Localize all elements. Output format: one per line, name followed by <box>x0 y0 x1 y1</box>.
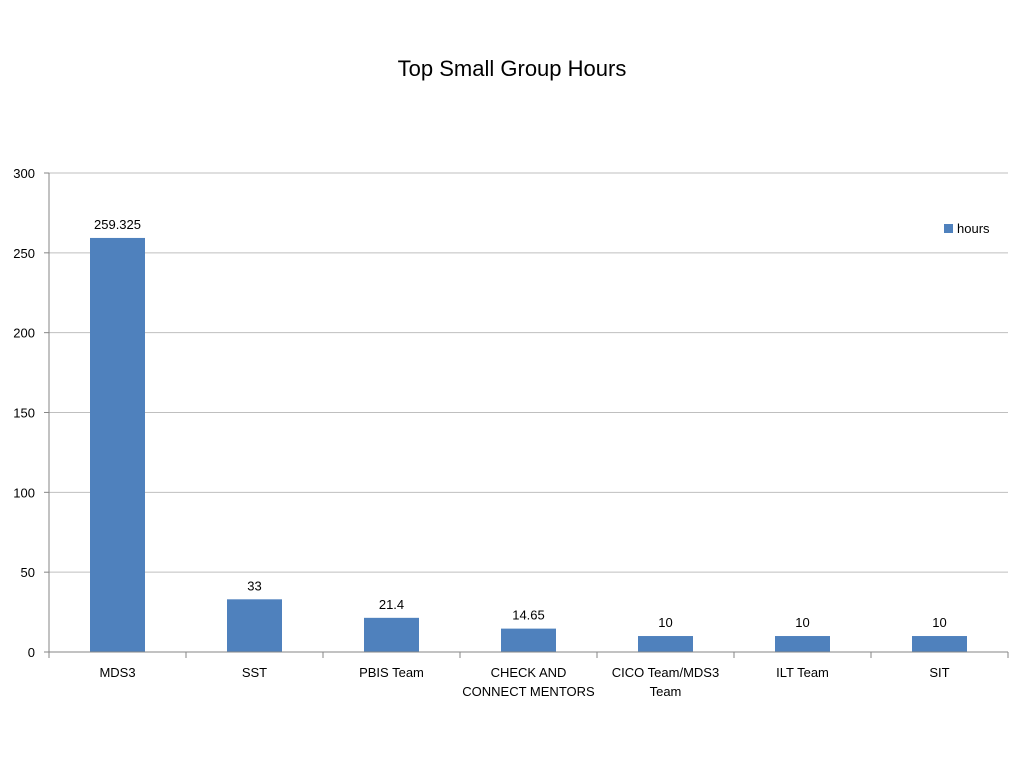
data-label: 259.325 <box>94 217 141 232</box>
x-tick-label: MDS3 <box>99 665 135 680</box>
bar <box>638 636 693 652</box>
x-tick-label: CHECK AND <box>491 665 567 680</box>
x-tick-label: Team <box>650 684 682 699</box>
bar <box>501 628 556 652</box>
gridlines <box>49 172 1008 573</box>
x-tick-label: ILT Team <box>776 665 829 680</box>
axes <box>44 172 1009 658</box>
data-label: 10 <box>932 615 946 630</box>
data-label: 33 <box>247 578 261 593</box>
bar <box>90 237 145 653</box>
y-tick-label: 150 <box>13 406 35 421</box>
x-tick-label: CICO Team/MDS3 <box>612 665 719 680</box>
y-tick-label: 250 <box>13 246 35 261</box>
legend: hours <box>944 221 990 236</box>
y-tick-label: 0 <box>28 645 35 660</box>
data-label: 21.4 <box>379 597 404 612</box>
chart-title: Top Small Group Hours <box>397 56 627 81</box>
data-label: 10 <box>658 615 672 630</box>
x-tick-label: SST <box>242 665 267 680</box>
bar <box>227 599 282 652</box>
data-label: 10 <box>795 615 809 630</box>
x-tick-label: CONNECT MENTORS <box>462 684 595 699</box>
x-tick-label: PBIS Team <box>359 665 424 680</box>
legend-label: hours <box>957 221 990 236</box>
labels: 0 50 100 150 200 250 300 259.325 MDS3 33 SST 21.4 PB… <box>13 166 949 699</box>
y-tick-label: 200 <box>13 326 35 341</box>
y-tick-label: 50 <box>21 565 35 580</box>
bars <box>90 237 967 653</box>
y-tick-label: 300 <box>13 166 35 181</box>
data-label: 14.65 <box>512 608 545 623</box>
legend-swatch <box>944 224 953 233</box>
bar <box>364 617 419 652</box>
bar <box>775 636 830 652</box>
x-tick-label: SIT <box>929 665 949 680</box>
bar <box>912 636 967 652</box>
y-tick-label: 100 <box>13 485 35 500</box>
